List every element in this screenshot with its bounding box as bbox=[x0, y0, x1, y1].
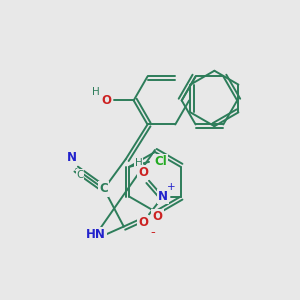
Text: O: O bbox=[101, 94, 111, 107]
Text: N: N bbox=[67, 151, 77, 164]
Text: N: N bbox=[158, 190, 168, 203]
Text: Cl: Cl bbox=[154, 155, 167, 168]
Text: +: + bbox=[167, 182, 175, 192]
Text: H: H bbox=[135, 158, 142, 168]
Text: O: O bbox=[152, 210, 162, 223]
Text: HN: HN bbox=[86, 228, 106, 241]
Text: -: - bbox=[151, 226, 155, 239]
Text: H: H bbox=[92, 86, 100, 97]
Text: C: C bbox=[100, 182, 108, 195]
Text: O: O bbox=[138, 166, 148, 179]
Text: C: C bbox=[76, 170, 84, 180]
Text: O: O bbox=[138, 216, 148, 229]
